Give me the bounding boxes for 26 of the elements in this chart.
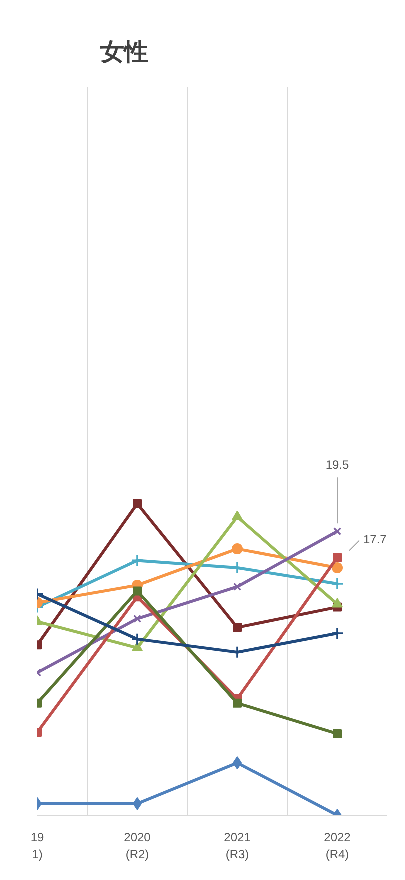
point bbox=[131, 554, 144, 568]
point bbox=[331, 578, 344, 590]
x-tick-label: 19 1) bbox=[30, 830, 44, 862]
point bbox=[133, 499, 142, 508]
point bbox=[331, 627, 344, 640]
point bbox=[333, 729, 342, 738]
point bbox=[332, 562, 343, 574]
data-label: 17.7 bbox=[364, 532, 388, 546]
point bbox=[333, 528, 342, 536]
point bbox=[231, 646, 244, 659]
point bbox=[233, 623, 242, 632]
x-tick-label: 2021 (R3) bbox=[224, 830, 252, 862]
point bbox=[232, 544, 243, 555]
point bbox=[233, 698, 242, 708]
chart-title: 女性 bbox=[100, 38, 148, 66]
x-tick-label: 2020 (R2) bbox=[124, 830, 152, 862]
data-label: 19.5 bbox=[326, 458, 350, 472]
point bbox=[333, 553, 342, 562]
point bbox=[133, 614, 142, 624]
point bbox=[132, 642, 143, 652]
point bbox=[232, 510, 243, 520]
point bbox=[131, 632, 144, 646]
point bbox=[133, 586, 142, 596]
x-tick-label: 2022 (R4) bbox=[324, 830, 352, 862]
point bbox=[332, 598, 343, 608]
point bbox=[233, 582, 242, 591]
